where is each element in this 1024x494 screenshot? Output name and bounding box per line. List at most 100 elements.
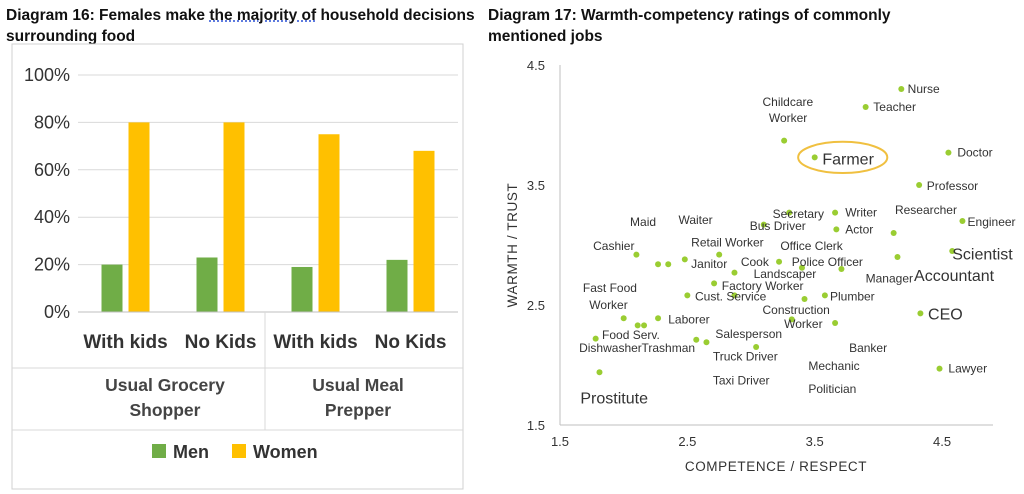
chart-17-point <box>798 264 805 271</box>
chart-17-point <box>936 365 943 372</box>
chart-16-legend-label: Men <box>173 442 209 462</box>
chart-17-x-axis-label: COMPETENCE / RESPECT <box>685 459 867 474</box>
chart-17-job-label: Maid <box>630 215 656 229</box>
chart-17-job-label: Truck Driver <box>713 350 778 364</box>
chart-17-point <box>596 369 603 376</box>
chart-17-point <box>786 209 793 216</box>
chart-16-bar <box>223 122 245 313</box>
chart-17-y-tick: 4.5 <box>527 58 545 73</box>
chart-17-point <box>634 322 641 329</box>
chart-17-title: Diagram 17: Warmth-competency ratings of… <box>488 5 1008 47</box>
chart-17-job-label: Police Officer <box>792 255 863 269</box>
chart-17-point <box>898 86 905 92</box>
chart-17-point <box>890 230 897 236</box>
chart-17-job-label: Worker <box>769 111 807 125</box>
chart-16-group-label: Shopper <box>130 400 201 420</box>
chart-17-job-label: Manager <box>866 272 913 286</box>
chart-17-point <box>655 315 662 322</box>
chart-17-job-label: Cook <box>741 255 770 269</box>
chart-16-category-label: No Kids <box>185 332 257 353</box>
chart-17-point <box>801 296 808 302</box>
chart-17-job-label: Prostitute <box>580 390 648 407</box>
chart-16-y-tick: 0% <box>44 302 70 322</box>
chart-17-point <box>894 254 901 260</box>
chart-16-group-label: Usual Grocery <box>105 375 225 395</box>
chart-16-bar <box>413 150 435 312</box>
chart-17-point <box>838 266 845 272</box>
chart-17-job-label: Cust. Service <box>695 290 767 304</box>
chart-17-point <box>655 261 662 268</box>
chart-17-job-label: Fast Food <box>583 281 637 295</box>
chart-17-point <box>681 256 688 263</box>
chart-17-title-line-2: mentioned jobs <box>488 28 603 45</box>
chart-16-y-tick: 80% <box>34 112 70 132</box>
chart-17-job-label: Professor <box>927 179 978 193</box>
chart-16-bar <box>318 134 340 312</box>
chart-17-job-label: Engineer <box>968 215 1016 229</box>
chart-17-job-label: Bus Driver <box>750 219 806 233</box>
chart-17-job-label: Retail Worker <box>691 236 763 250</box>
chart-17-y-axis-label: WARMTH / TRUST <box>505 183 520 308</box>
chart-17-point <box>760 221 767 228</box>
chart-17-job-label: Politician <box>808 382 856 396</box>
chart-17-point <box>641 322 648 329</box>
chart-17-point <box>620 315 627 322</box>
chart-17-y-tick: 2.5 <box>527 298 545 313</box>
chart-17-point <box>945 149 952 156</box>
chart-16-category-label: No Kids <box>375 332 447 353</box>
chart-17-point <box>703 339 710 346</box>
chart-17-y-tick: 3.5 <box>527 178 545 193</box>
chart-16-legend-swatch <box>152 444 166 458</box>
chart-17-point <box>776 258 783 265</box>
chart-17-job-label: Plumber <box>830 290 875 304</box>
chart-17-point <box>781 137 788 144</box>
chart-17-point <box>862 104 869 110</box>
chart-17-job-label: Waiter <box>678 213 712 227</box>
chart-17-job-label: Actor <box>845 222 873 236</box>
chart-17-point <box>716 251 723 258</box>
chart-17-job-label: Researcher <box>895 203 957 217</box>
chart-17-job-label: Secretary <box>773 207 824 221</box>
chart-17-point <box>731 292 738 299</box>
chart-17-job-label: Doctor <box>957 146 992 160</box>
chart-17-point <box>693 336 700 343</box>
chart-17-job-label: Mechanic <box>808 359 859 373</box>
chart-16-title-suffix: household decisions surrounding food <box>6 7 475 45</box>
chart-17-point <box>711 280 718 287</box>
chart-17-point <box>788 316 795 323</box>
chart-17-point <box>665 261 672 268</box>
chart-17-title-line-1: Diagram 17: Warmth-competency ratings of… <box>488 7 891 24</box>
chart-16-bar <box>101 264 123 312</box>
chart-17-job-label: Worker <box>784 317 822 331</box>
chart-17-job-label: Nurse <box>908 82 940 96</box>
chart-17-point <box>821 292 828 299</box>
chart-17-job-label: Salesperson <box>715 327 782 341</box>
chart-17-point <box>949 248 956 254</box>
chart-16-legend-swatch <box>232 444 246 458</box>
chart-16-y-tick: 40% <box>34 207 70 227</box>
chart-17-point <box>731 269 738 276</box>
chart-16-title: Diagram 16: Females make the majority of… <box>6 5 476 47</box>
chart-17-job-label: Dishwasher <box>579 341 642 355</box>
chart-17-y-tick: 1.5 <box>527 418 545 433</box>
chart-17-job-label: Landscaper <box>754 267 817 281</box>
chart-17-job-label: Janitor <box>691 257 727 271</box>
chart-16-y-tick: 60% <box>34 160 70 180</box>
chart-16-title-link: the majority of <box>209 7 317 24</box>
chart-17-job-label: Farmer <box>822 152 874 169</box>
chart-17-job-label: Laborer <box>668 312 709 326</box>
chart-17-job-label: Childcare <box>762 95 813 109</box>
chart-16-category-label: With kids <box>83 332 167 353</box>
chart-16-legend-label: Women <box>253 442 318 462</box>
chart-16-group-label: Usual Meal <box>312 375 403 395</box>
chart-17-x-tick: 2.5 <box>678 434 696 449</box>
chart-17-job-label: CEO <box>928 306 963 323</box>
chart-17-point <box>917 310 924 317</box>
chart-17-x-tick: 4.5 <box>933 434 951 449</box>
chart-17-x-tick: 3.5 <box>806 434 824 449</box>
chart-16-category-label: With kids <box>273 332 357 353</box>
chart-17-x-tick: 1.5 <box>551 434 569 449</box>
chart-17-point <box>916 182 923 188</box>
